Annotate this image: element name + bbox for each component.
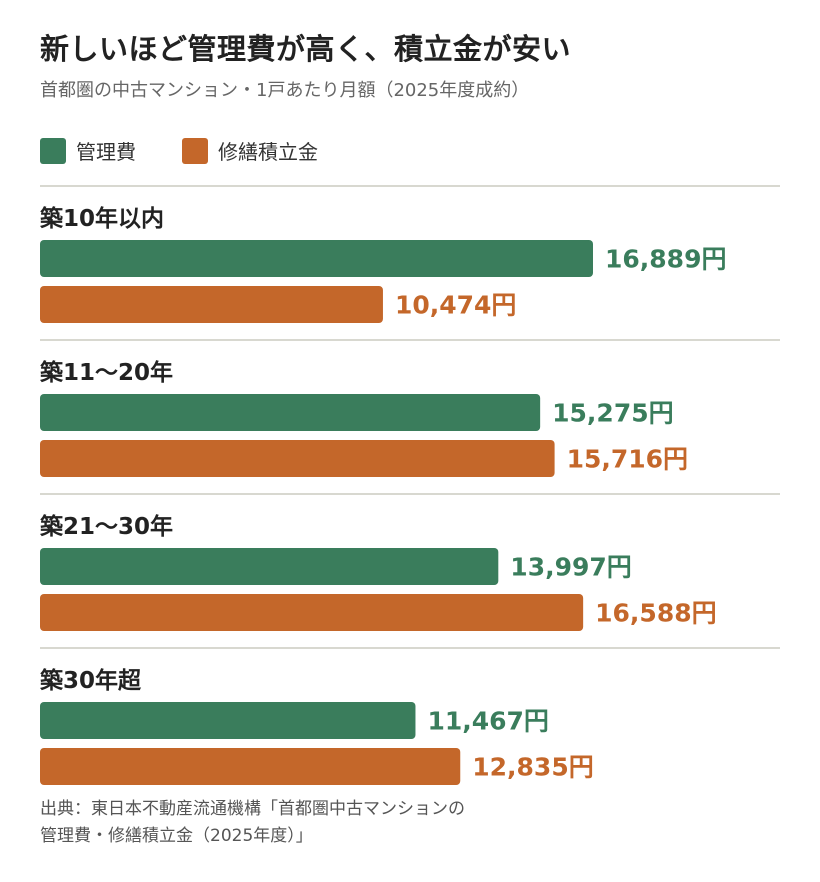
legend-swatch-management — [40, 137, 66, 164]
source-note: 出典：東日本不動産流通機構「首都圏中古マンションの 管理費・修繕積立金（2025… — [40, 796, 465, 850]
bar-repair — [40, 440, 555, 477]
bar-management — [40, 240, 593, 277]
legend-swatch-repair — [182, 137, 208, 164]
bar-repair — [40, 748, 461, 785]
bar-repair — [40, 286, 383, 323]
data-label-repair: 15,716円 — [567, 445, 688, 474]
data-label-repair: 12,835円 — [472, 753, 593, 782]
data-label-management: 11,467円 — [427, 707, 548, 736]
legend-item-repair: 修繕積立金 — [182, 136, 318, 165]
category-label: 築21～30年 — [39, 513, 173, 540]
data-label-repair: 16,588円 — [595, 599, 716, 628]
category-label: 築30年超 — [39, 667, 142, 694]
legend-label-management: 管理費 — [76, 140, 136, 164]
bar-management — [40, 702, 416, 739]
category-label: 築11～20年 — [39, 359, 173, 386]
data-label-repair: 10,474円 — [395, 291, 516, 320]
chart-subtitle: 首都圏の中古マンション・1戸あたり月額（2025年度成約） — [40, 80, 530, 101]
chart-title: 新しいほど管理費が高く、積立金が安い — [40, 32, 572, 66]
source-line-1: 出典：東日本不動産流通機構「首都圏中古マンションの — [40, 799, 465, 819]
legend: 管理費 修繕積立金 — [40, 136, 364, 165]
data-label-management: 13,997円 — [510, 553, 631, 582]
data-label-management: 16,889円 — [605, 245, 726, 274]
bar-repair — [40, 594, 584, 631]
category-label: 築10年以内 — [39, 205, 164, 232]
legend-label-repair: 修繕積立金 — [218, 140, 318, 164]
data-label-management: 15,275円 — [552, 399, 673, 428]
legend-item-management: 管理費 — [40, 136, 136, 165]
bar-management — [40, 394, 541, 431]
source-line-2: 管理費・修繕積立金（2025年度）」 — [40, 826, 313, 846]
bar-management — [40, 548, 499, 585]
